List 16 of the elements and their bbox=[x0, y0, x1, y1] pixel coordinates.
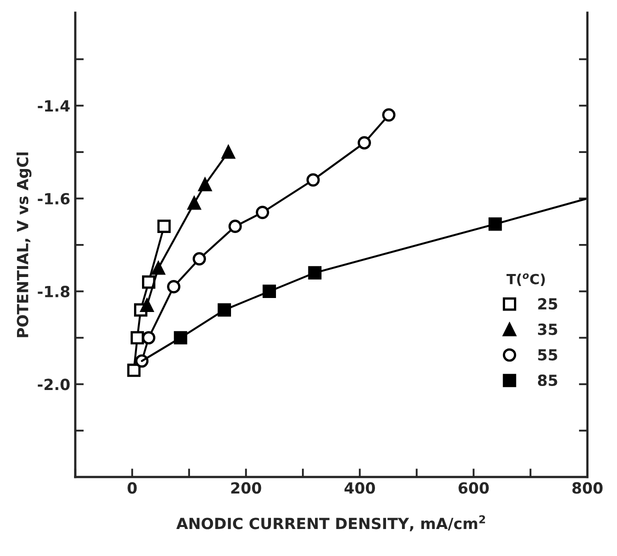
x-tick-label: 800 bbox=[572, 482, 603, 494]
legend-label: 55 bbox=[538, 349, 558, 361]
x-tick-label: 0 bbox=[128, 482, 137, 494]
y-tick-label: -2.0 bbox=[38, 378, 70, 390]
x-axis-title: ANODIC CURRENT DENSITY, mA/cm$^{2}$ bbox=[176, 515, 486, 532]
x-tick-label: 200 bbox=[231, 482, 262, 494]
y-tick-label: -1.4 bbox=[38, 100, 70, 112]
legend-label: 25 bbox=[538, 298, 558, 310]
legend-title: T($^{o}$C) bbox=[506, 273, 545, 286]
x-tick-label: 400 bbox=[344, 482, 375, 494]
legend-label: 85 bbox=[538, 374, 558, 386]
legend-label: 35 bbox=[538, 324, 558, 336]
y-tick-label: -1.6 bbox=[38, 192, 70, 205]
y-axis-title: POTENTIAL, V vs AgCl bbox=[16, 152, 32, 338]
y-tick-label: -1.8 bbox=[38, 286, 70, 298]
x-tick-label: 600 bbox=[458, 482, 489, 494]
